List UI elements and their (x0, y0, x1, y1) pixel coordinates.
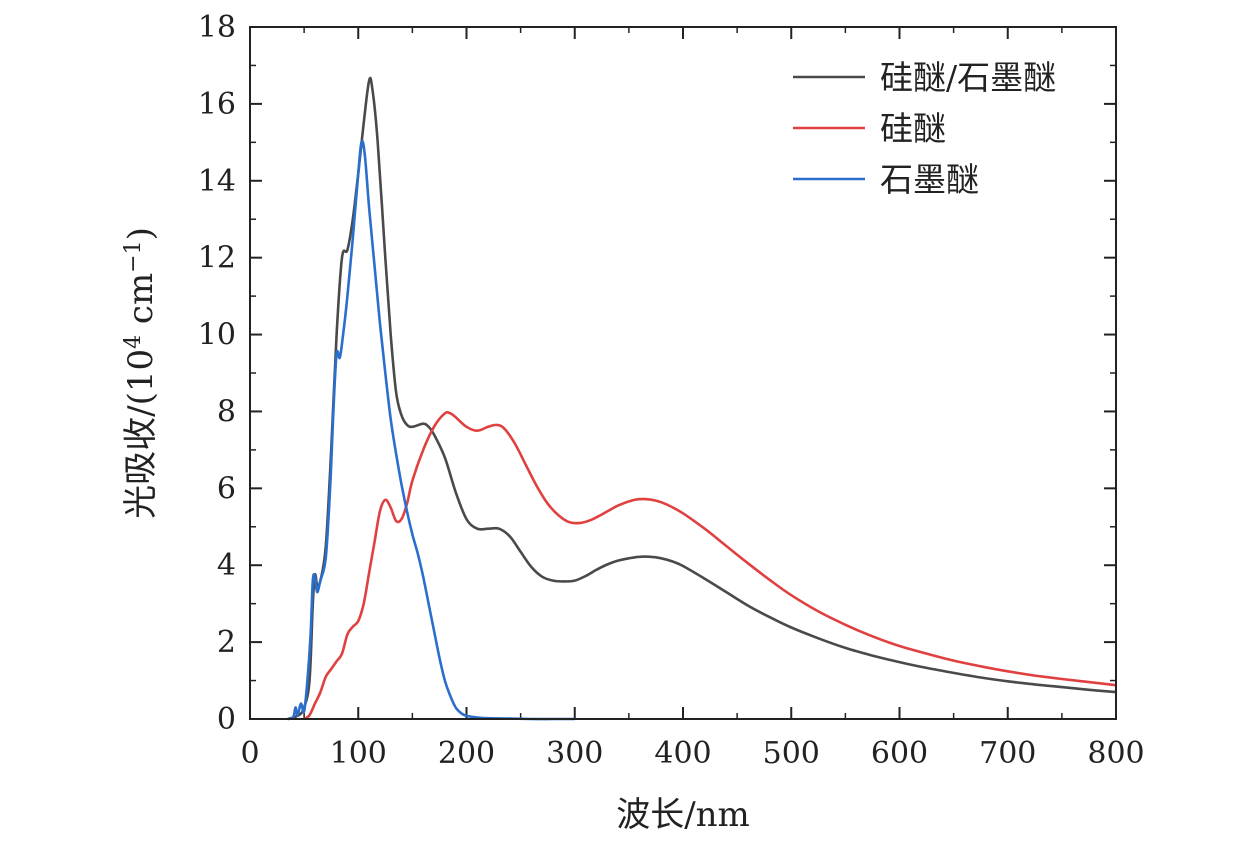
x-tick-label: 700 (979, 736, 1036, 771)
x-axis-title: 波长/nm (616, 795, 750, 835)
x-tick-label: 200 (438, 736, 495, 771)
y-tick-label: 12 (198, 241, 236, 276)
y-tick-label: 0 (217, 702, 236, 737)
y-axis-title-exp: 4 (121, 335, 146, 349)
legend-label-1: 硅醚/石墨醚 (880, 58, 1056, 97)
y-tick-label: 6 (217, 471, 236, 506)
series-line-1 (287, 76, 1117, 721)
x-tick-label: 600 (871, 736, 928, 771)
y-axis-ticks: 0 2 4 6 8 10 12 14 16 18 (198, 10, 1116, 737)
x-tick-label: 0 (240, 736, 259, 771)
y-axis-title-unit: cm (121, 273, 161, 335)
x-tick-label: 100 (330, 736, 387, 771)
x-tick-label: 800 (1087, 736, 1144, 771)
x-tick-label: 500 (763, 736, 820, 771)
series-line-2 (303, 410, 1117, 721)
legend-label-3: 石墨醚 (880, 160, 979, 199)
series-line-3 (287, 139, 575, 721)
y-axis-title-main: 光吸收/(10 (121, 349, 161, 519)
x-axis-ticks: 0 100 200 300 400 500 600 700 800 (240, 27, 1145, 771)
legend-label-2: 硅醚 (880, 109, 946, 148)
y-tick-label: 16 (198, 87, 236, 122)
y-axis-title-close: ) (121, 227, 161, 240)
y-tick-label: 2 (217, 625, 236, 660)
y-tick-label: 4 (217, 548, 236, 583)
y-axis-title-unit-exp: −1 (121, 240, 146, 272)
y-tick-label: 10 (198, 318, 236, 353)
y-tick-label: 18 (198, 10, 236, 45)
series-layer (287, 76, 1117, 721)
y-axis-title: 光吸收/(104 cm−1) (121, 227, 162, 519)
plot-frame (249, 26, 1117, 720)
x-tick-label: 300 (546, 736, 603, 771)
x-tick-label: 400 (654, 736, 711, 771)
y-tick-label: 14 (198, 164, 236, 199)
y-tick-label: 8 (217, 394, 236, 429)
